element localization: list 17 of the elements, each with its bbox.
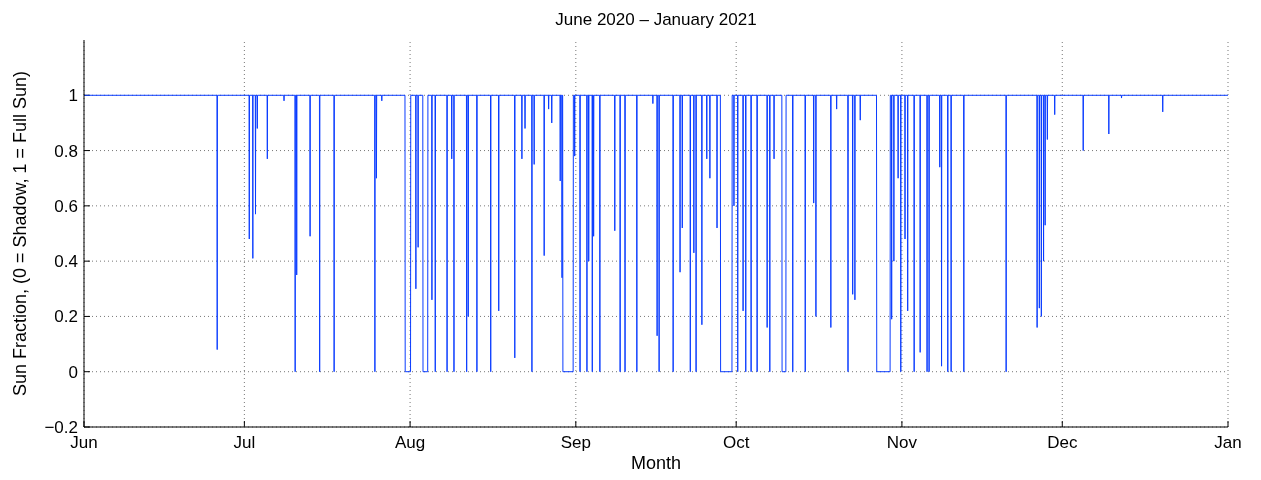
x-tick-label: Nov bbox=[886, 433, 918, 452]
y-tick-label: 0.6 bbox=[54, 196, 78, 216]
x-tick-label: Jan bbox=[1214, 433, 1242, 452]
line-series bbox=[83, 94, 1229, 373]
y-tick-label: 0 bbox=[68, 362, 78, 382]
x-tick-label: Oct bbox=[722, 433, 750, 452]
chart-title: June 2020 – January 2021 bbox=[555, 10, 757, 29]
y-tick-label: 0.2 bbox=[54, 307, 78, 327]
y-tick-label: 0.8 bbox=[54, 141, 78, 161]
y-axis-title: Sun Fraction, (0 = Shadow, 1 = Full Sun) bbox=[10, 70, 30, 397]
x-axis-title: Month bbox=[630, 453, 682, 473]
y-tick-label: 1 bbox=[68, 86, 78, 106]
x-tick-label: Sep bbox=[560, 433, 591, 452]
y-tick-label: 0.4 bbox=[54, 252, 78, 272]
x-tick-label: Aug bbox=[394, 433, 426, 452]
x-tick-label: Jul bbox=[233, 433, 256, 452]
x-tick-label: Dec bbox=[1047, 433, 1078, 452]
